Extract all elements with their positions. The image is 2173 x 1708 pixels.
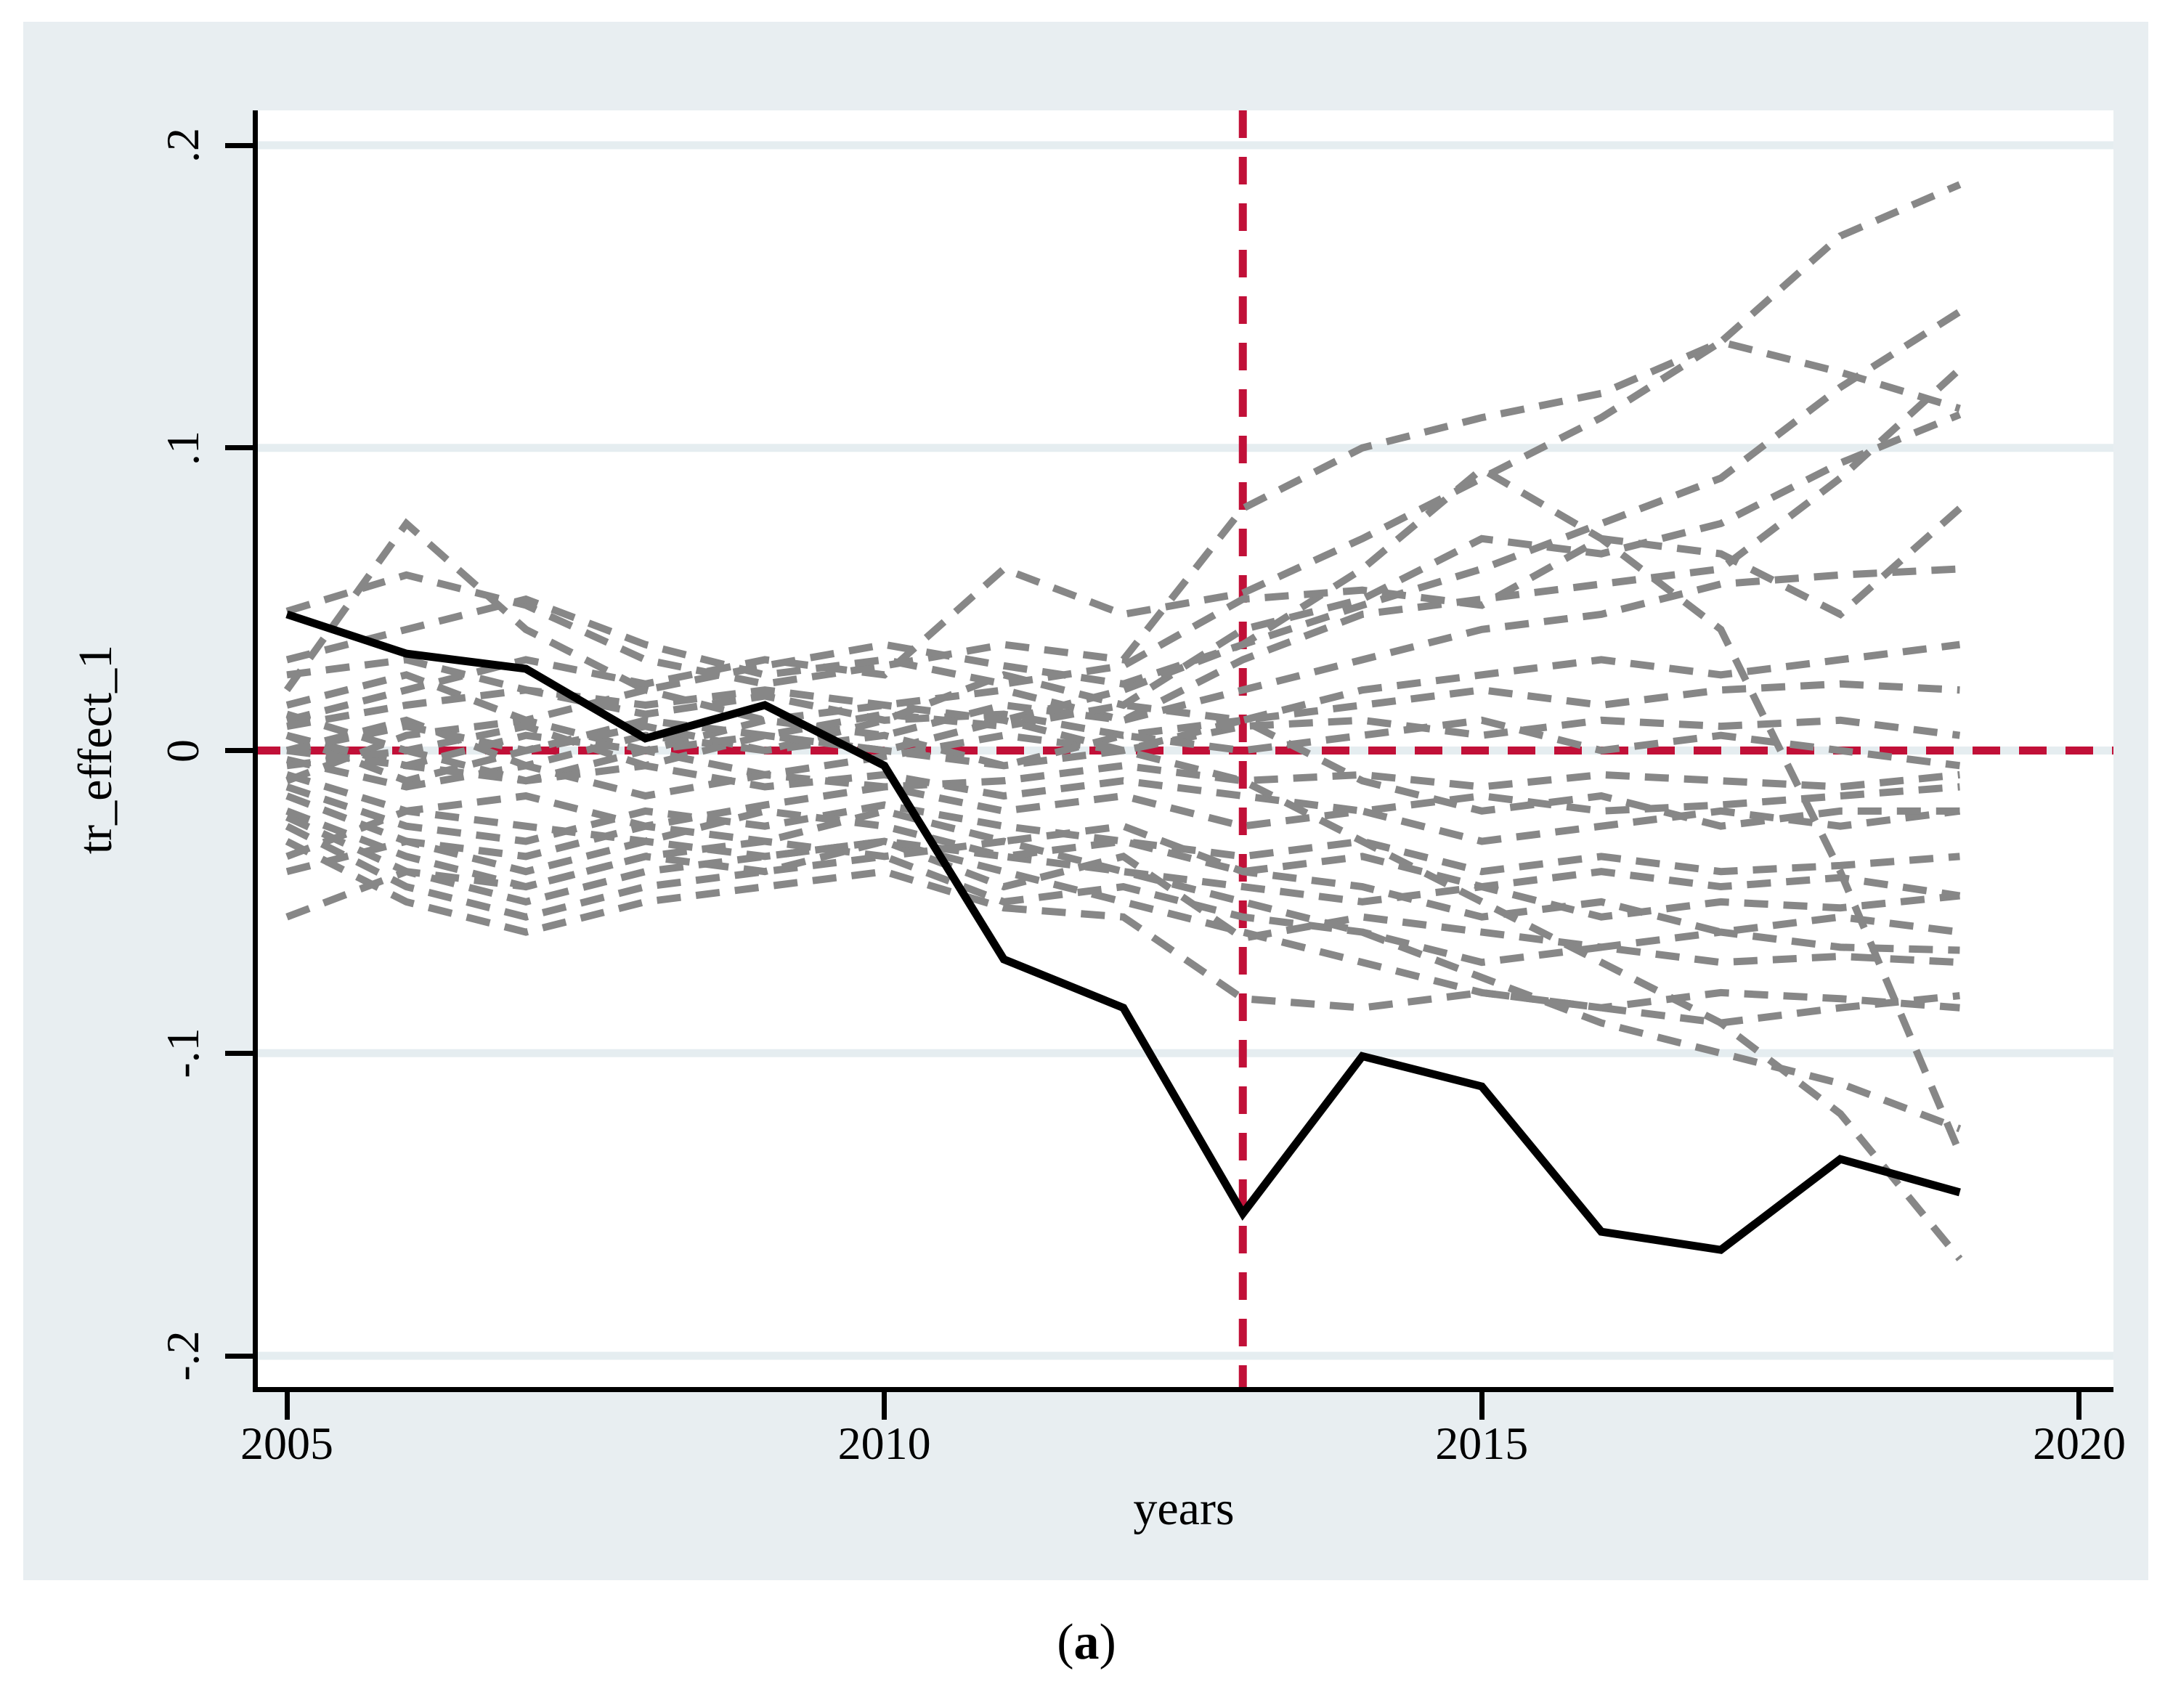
figure-panel: .2.1 0 -.1 -.2 2005 2010 2015 2020 tr_effect_1 … bbox=[23, 22, 2148, 1580]
placebo-line-3 bbox=[285, 338, 1961, 724]
caption-close-paren: ) bbox=[1099, 1614, 1116, 1670]
placebo-line-11 bbox=[285, 716, 1961, 785]
subfigure-caption: (a) bbox=[1057, 1614, 1116, 1672]
placebo-line-8 bbox=[285, 565, 1960, 739]
placebo-line-23 bbox=[285, 822, 1962, 1133]
y-tick-.1 bbox=[225, 445, 253, 451]
x-axis-title: years bbox=[1133, 1482, 1235, 1535]
caption-letter: a bbox=[1073, 1614, 1100, 1670]
y-axis-title: tr_effect_1 bbox=[69, 644, 122, 855]
placebo-line-25 bbox=[285, 837, 1961, 921]
plot-region bbox=[253, 110, 2113, 1392]
placebo-line-22 bbox=[285, 807, 1960, 1012]
placebo-line-19 bbox=[285, 813, 1960, 954]
placebo-line-26 bbox=[286, 716, 1960, 830]
y-tick-label-0: 0 bbox=[157, 739, 208, 762]
placebo-line-15 bbox=[285, 771, 1961, 845]
y-tick--.1 bbox=[225, 1050, 253, 1056]
y-tick-label-.1: .1 bbox=[157, 430, 208, 465]
x-tick-label-2020: 2020 bbox=[2032, 1418, 2126, 1469]
placebo-line-2 bbox=[283, 308, 1962, 694]
y-tick-label--.1: -.1 bbox=[157, 1028, 208, 1078]
y-tick-0 bbox=[225, 748, 253, 753]
line-chart bbox=[253, 110, 2113, 1392]
x-tick-label-2005: 2005 bbox=[240, 1418, 333, 1469]
y-tick-.2 bbox=[225, 142, 253, 148]
treated-line bbox=[285, 610, 1961, 1254]
x-tick-2020 bbox=[2076, 1392, 2082, 1420]
x-tick-label-2015: 2015 bbox=[1435, 1418, 1529, 1469]
placebo-line-5 bbox=[285, 411, 1962, 770]
y-tick-label--.2: -.2 bbox=[157, 1330, 208, 1381]
x-tick-label-2010: 2010 bbox=[837, 1418, 931, 1469]
placebo-line-17 bbox=[285, 792, 1960, 921]
placebo-line-7 bbox=[285, 505, 1962, 688]
placebo-line-1 bbox=[285, 181, 1962, 688]
caption-open-paren: ( bbox=[1057, 1614, 1074, 1670]
x-tick-2005 bbox=[284, 1392, 290, 1420]
y-tick-label-.2: .2 bbox=[157, 128, 208, 163]
placebo-line-14 bbox=[286, 747, 1960, 815]
x-tick-2015 bbox=[1479, 1392, 1484, 1420]
y-tick--.2 bbox=[225, 1353, 253, 1359]
placebo-line-21 bbox=[285, 838, 1960, 1027]
placebo-line-4 bbox=[285, 366, 1962, 784]
placebo-line-20 bbox=[285, 823, 1960, 967]
x-tick-2010 bbox=[882, 1392, 888, 1420]
